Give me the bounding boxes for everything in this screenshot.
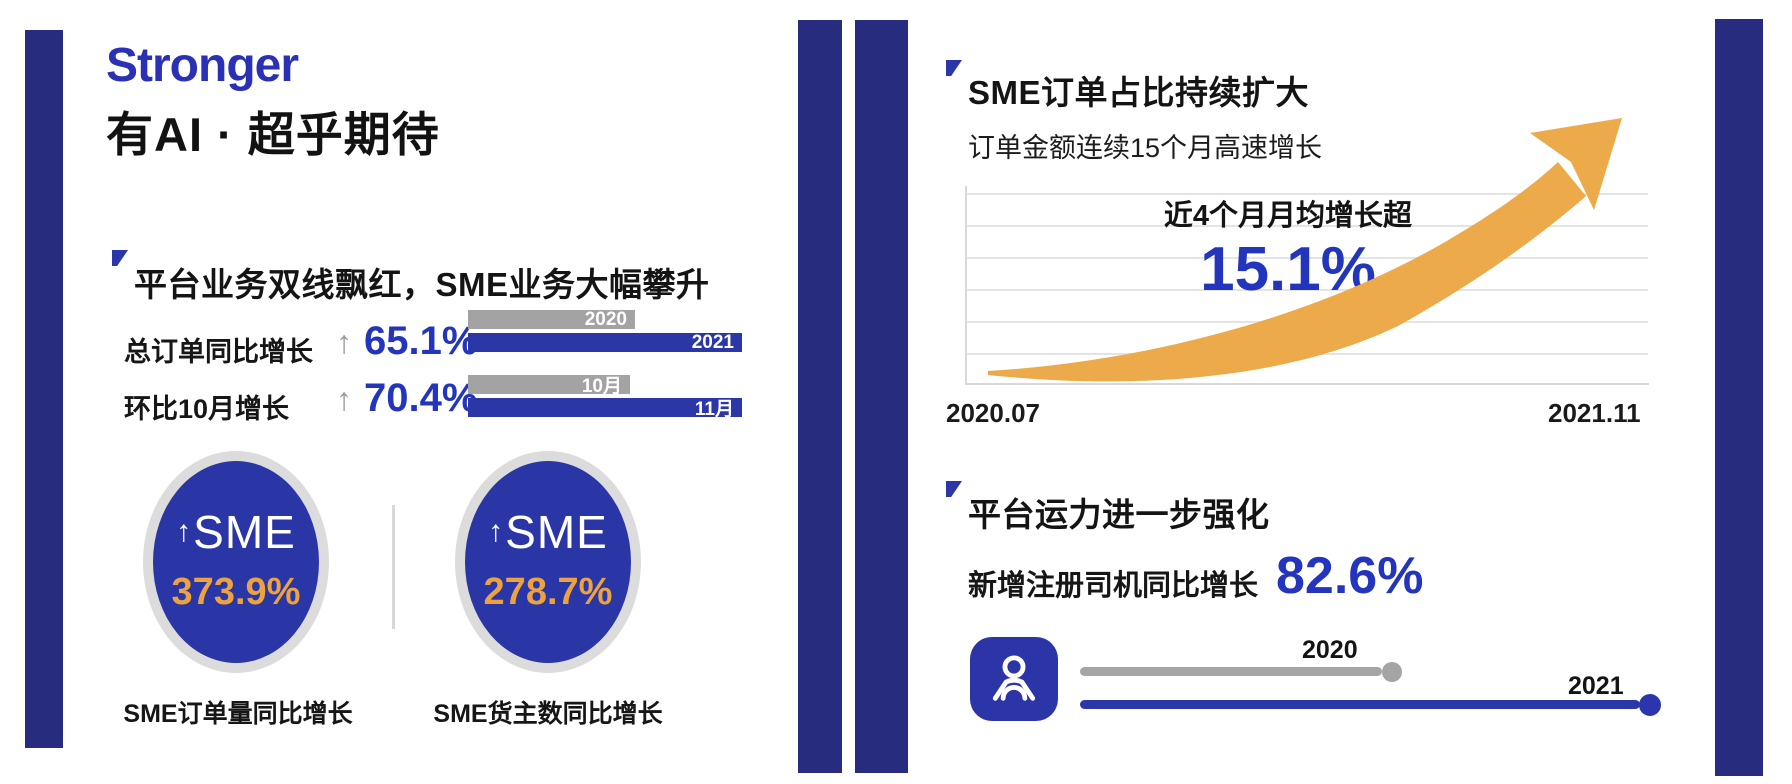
- driver-icon: [992, 655, 1036, 701]
- line-2021-label: 2021: [1568, 672, 1624, 700]
- left-section-heading: 平台业务双线飘红，SME业务大幅攀升: [134, 266, 710, 303]
- line-2021-endpoint-dot: [1639, 694, 1661, 716]
- row1-value: 65.1%: [364, 319, 478, 363]
- sme-shippers-badge: ↑ SME 278.7%: [455, 451, 641, 673]
- row1-bar-2020: 2020: [468, 308, 635, 330]
- line-2021: [1080, 700, 1640, 709]
- row2-value: 70.4%: [364, 376, 478, 420]
- growth-curve-arrow: [988, 118, 1622, 382]
- row1-bar-2021-label: 2021: [691, 331, 734, 353]
- row2-bar-nov-label: 11月: [694, 399, 734, 420]
- sme-orders-badge-title: ↑ SME: [176, 505, 296, 559]
- middle-divider-bar-1: [798, 20, 842, 773]
- chart-x-axis: [965, 383, 1649, 385]
- row2-bar-oct-label: 10月: [581, 376, 622, 397]
- line-2020-endpoint-dot: [1382, 662, 1402, 682]
- right-section1-heading: SME订单占比持续扩大: [968, 74, 1310, 111]
- chart-x-label-end: 2021.11: [1548, 398, 1641, 428]
- badge-divider: [392, 505, 395, 629]
- line-2020: [1080, 667, 1382, 676]
- row1-bar-2021: 2021: [468, 331, 742, 353]
- drivers-growth-lead: 新增注册司机同比增长: [968, 570, 1259, 602]
- corner-mark-icon: [946, 481, 962, 497]
- corner-mark-icon: [112, 250, 128, 266]
- chart-x-label-start: 2020.07: [946, 398, 1040, 428]
- row2-bar-oct: 10月: [468, 375, 630, 397]
- left-edge-bar: [25, 30, 63, 748]
- corner-mark-icon: [946, 60, 962, 76]
- badge-up-arrow-icon: ↑: [176, 514, 192, 548]
- sme-shippers-caption: SME货主数同比增长: [433, 700, 663, 728]
- middle-divider-bar-2: [855, 20, 908, 773]
- growth-arrowhead-icon: [1530, 118, 1622, 210]
- slogan-title: 有AI · 超乎期待: [106, 108, 440, 161]
- sme-shippers-badge-value: 278.7%: [483, 570, 613, 613]
- right-section2-heading: 平台运力进一步强化: [968, 496, 1270, 533]
- sme-orders-badge: ↑ SME 373.9%: [143, 451, 329, 673]
- sme-orders-badge-value: 373.9%: [171, 570, 301, 613]
- row1-up-arrow-icon: ↑: [336, 324, 352, 360]
- right-edge-bar: [1715, 19, 1763, 776]
- line-2020-label: 2020: [1302, 636, 1358, 664]
- chart-gridline: [967, 289, 1648, 291]
- right-section1-subheading: 订单金额连续15个月高速增长: [968, 133, 1323, 163]
- drivers-growth-value: 82.6%: [1276, 547, 1424, 605]
- chart-annotation: 近4个月月均增长超: [1163, 200, 1413, 232]
- chart-gridline: [967, 225, 1648, 227]
- badge-sme-text: SME: [505, 505, 608, 558]
- chart-gridline: [967, 193, 1648, 195]
- row2-up-arrow-icon: ↑: [336, 381, 352, 417]
- badge-sme-text: SME: [193, 505, 296, 558]
- chart-gridline: [967, 257, 1648, 259]
- sme-orders-caption: SME订单量同比增长: [123, 700, 353, 728]
- row2-bar-nov: 11月: [468, 398, 742, 420]
- growth-curve-swoosh: [988, 162, 1586, 382]
- row2-label: 环比10月增长: [124, 394, 290, 424]
- sme-shippers-badge-title: ↑ SME: [488, 505, 608, 559]
- badge-up-arrow-icon: ↑: [488, 514, 504, 548]
- chart-y-axis: [965, 186, 967, 385]
- driver-icon-box: [970, 637, 1058, 721]
- row1-bar-2020-label: 2020: [584, 308, 627, 330]
- row1-label: 总订单同比增长: [124, 337, 313, 367]
- brand-wordmark: Stronger: [106, 39, 299, 92]
